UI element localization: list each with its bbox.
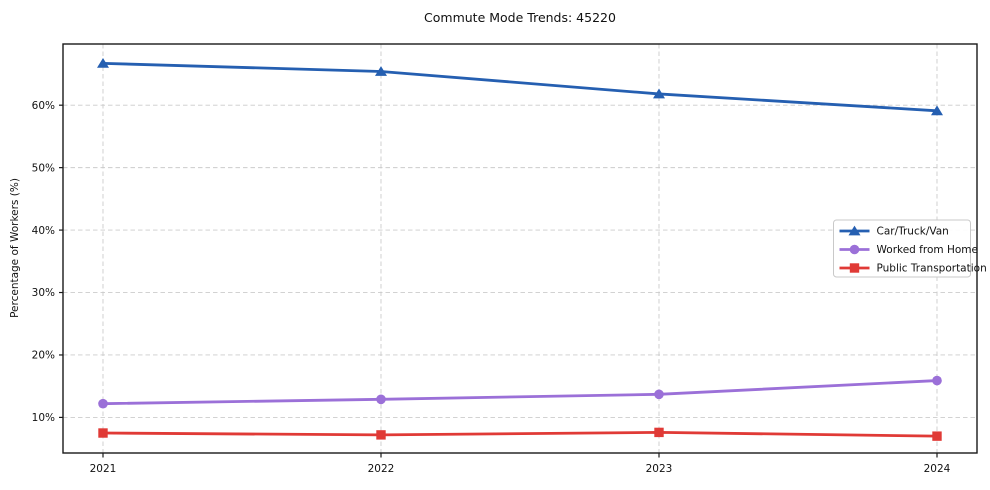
legend-label: Public Transportation [877, 263, 987, 275]
y-axis: 10% 20% 30% 40% 50% 60% [32, 100, 63, 424]
y-tick-label: 10% [32, 412, 55, 424]
legend: Car/Truck/Van Worked from Home Public Tran… [833, 219, 987, 278]
data-point-worked-from-home [376, 394, 386, 405]
legend-box [833, 219, 971, 278]
x-tick-label: 2023 [646, 463, 673, 475]
y-tick-label: 60% [32, 100, 55, 112]
y-tick-label: 30% [32, 287, 55, 299]
data-point-public-transportation [932, 431, 942, 441]
chart-title: Commute Mode Trends: 45220 [424, 10, 616, 25]
data-point-worked-from-home [654, 389, 664, 400]
data-point-worked-from-home [98, 398, 108, 409]
legend-label: Car/Truck/Van [877, 226, 949, 238]
data-point-car-truck-van [375, 66, 387, 76]
x-tick-label: 2022 [368, 463, 395, 475]
axes-box [62, 43, 978, 454]
legend-swatch-marker [848, 225, 861, 236]
y-tick-label: 20% [32, 350, 55, 362]
legend-item-worked-from-home: Worked from Home [839, 244, 978, 256]
data-point-car-truck-van [653, 88, 665, 99]
legend-item-public-transportation: Public Transportation [839, 263, 987, 275]
series-line-car-truck-van [101, 61, 939, 113]
x-axis: 2021 2022 2023 2024 [90, 453, 951, 475]
data-point-public-transportation [98, 428, 108, 438]
series-line-worked-from-home [101, 379, 939, 406]
y-tick-label: 40% [32, 225, 55, 237]
legend-label: Worked from Home [877, 244, 978, 256]
y-tick-label: 50% [32, 162, 55, 174]
x-tick-label: 2024 [924, 463, 951, 475]
x-tick-label: 2021 [90, 463, 117, 475]
series-car-truck-van [97, 57, 943, 116]
legend-swatch-marker [849, 263, 860, 273]
series-line-public-transportation [101, 430, 939, 438]
data-point-public-transportation [654, 427, 664, 438]
y-axis-title: Percentage of Workers (%) [9, 178, 21, 318]
data-point-car-truck-van [931, 105, 943, 116]
series-worked-from-home [98, 375, 942, 409]
data-point-public-transportation [376, 430, 386, 440]
legend-item-car-truck-van: Car/Truck/Van [839, 225, 949, 238]
series-public-transportation [98, 427, 942, 441]
legend-swatch-marker [849, 244, 860, 255]
data-point-car-truck-van [97, 57, 109, 68]
data-point-worked-from-home [932, 375, 942, 386]
